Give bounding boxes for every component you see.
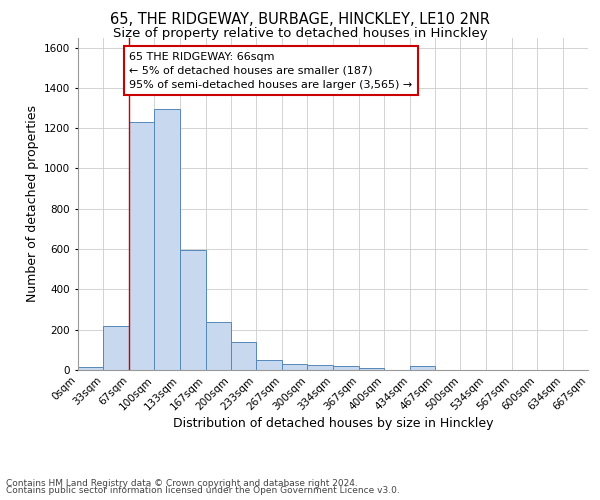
Bar <box>334 366 359 370</box>
Text: 65 THE RIDGEWAY: 66sqm
← 5% of detached houses are smaller (187)
95% of semi-det: 65 THE RIDGEWAY: 66sqm ← 5% of detached … <box>129 52 412 90</box>
Bar <box>282 364 307 370</box>
Bar <box>410 366 435 370</box>
Bar <box>154 109 179 370</box>
Y-axis label: Number of detached properties: Number of detached properties <box>26 106 38 302</box>
Text: Size of property relative to detached houses in Hinckley: Size of property relative to detached ho… <box>113 28 487 40</box>
Bar <box>206 322 231 370</box>
Bar <box>231 342 256 370</box>
Bar <box>256 360 282 370</box>
X-axis label: Distribution of detached houses by size in Hinckley: Distribution of detached houses by size … <box>173 418 493 430</box>
Bar <box>359 368 384 370</box>
Text: Contains public sector information licensed under the Open Government Licence v3: Contains public sector information licen… <box>6 486 400 495</box>
Bar <box>103 326 129 370</box>
Text: 65, THE RIDGEWAY, BURBAGE, HINCKLEY, LE10 2NR: 65, THE RIDGEWAY, BURBAGE, HINCKLEY, LE1… <box>110 12 490 28</box>
Bar <box>78 367 103 370</box>
Bar <box>307 365 334 370</box>
Bar <box>179 250 206 370</box>
Text: Contains HM Land Registry data © Crown copyright and database right 2024.: Contains HM Land Registry data © Crown c… <box>6 478 358 488</box>
Bar <box>129 122 154 370</box>
